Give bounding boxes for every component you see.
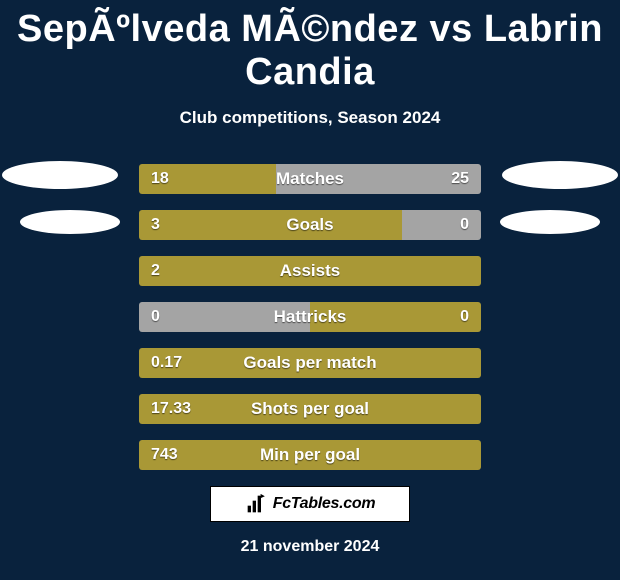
page-subtitle: Club competitions, Season 2024 <box>0 108 620 128</box>
stat-row: 17.33Shots per goal <box>139 394 481 424</box>
stat-row: 0.17Goals per match <box>139 348 481 378</box>
avatar-player-right <box>502 161 618 189</box>
stat-row: 30Goals <box>139 210 481 240</box>
bar-chart-icon <box>245 494 267 514</box>
stat-row: 2Assists <box>139 256 481 286</box>
avatar-player-right-small <box>500 210 600 234</box>
stat-row: 743Min per goal <box>139 440 481 470</box>
date-text: 21 november 2024 <box>0 538 620 556</box>
stat-row: 1825Matches <box>139 164 481 194</box>
stat-label: Goals <box>139 210 481 240</box>
stat-label: Hattricks <box>139 302 481 332</box>
page-title: SepÃºlveda MÃ©ndez vs Labrin Candia <box>0 0 620 94</box>
stat-label: Goals per match <box>139 348 481 378</box>
avatar-player-left-small <box>20 210 120 234</box>
stat-label: Matches <box>139 164 481 194</box>
watermark: FcTables.com <box>210 486 410 522</box>
watermark-text: FcTables.com <box>273 495 376 513</box>
comparison-chart: 1825Matches 30Goals 2Assists 00Hattricks 0.1… <box>0 164 620 470</box>
stat-label: Shots per goal <box>139 394 481 424</box>
stat-row: 00Hattricks <box>139 302 481 332</box>
stat-label: Assists <box>139 256 481 286</box>
avatar-player-left <box>2 161 118 189</box>
stat-label: Min per goal <box>139 440 481 470</box>
